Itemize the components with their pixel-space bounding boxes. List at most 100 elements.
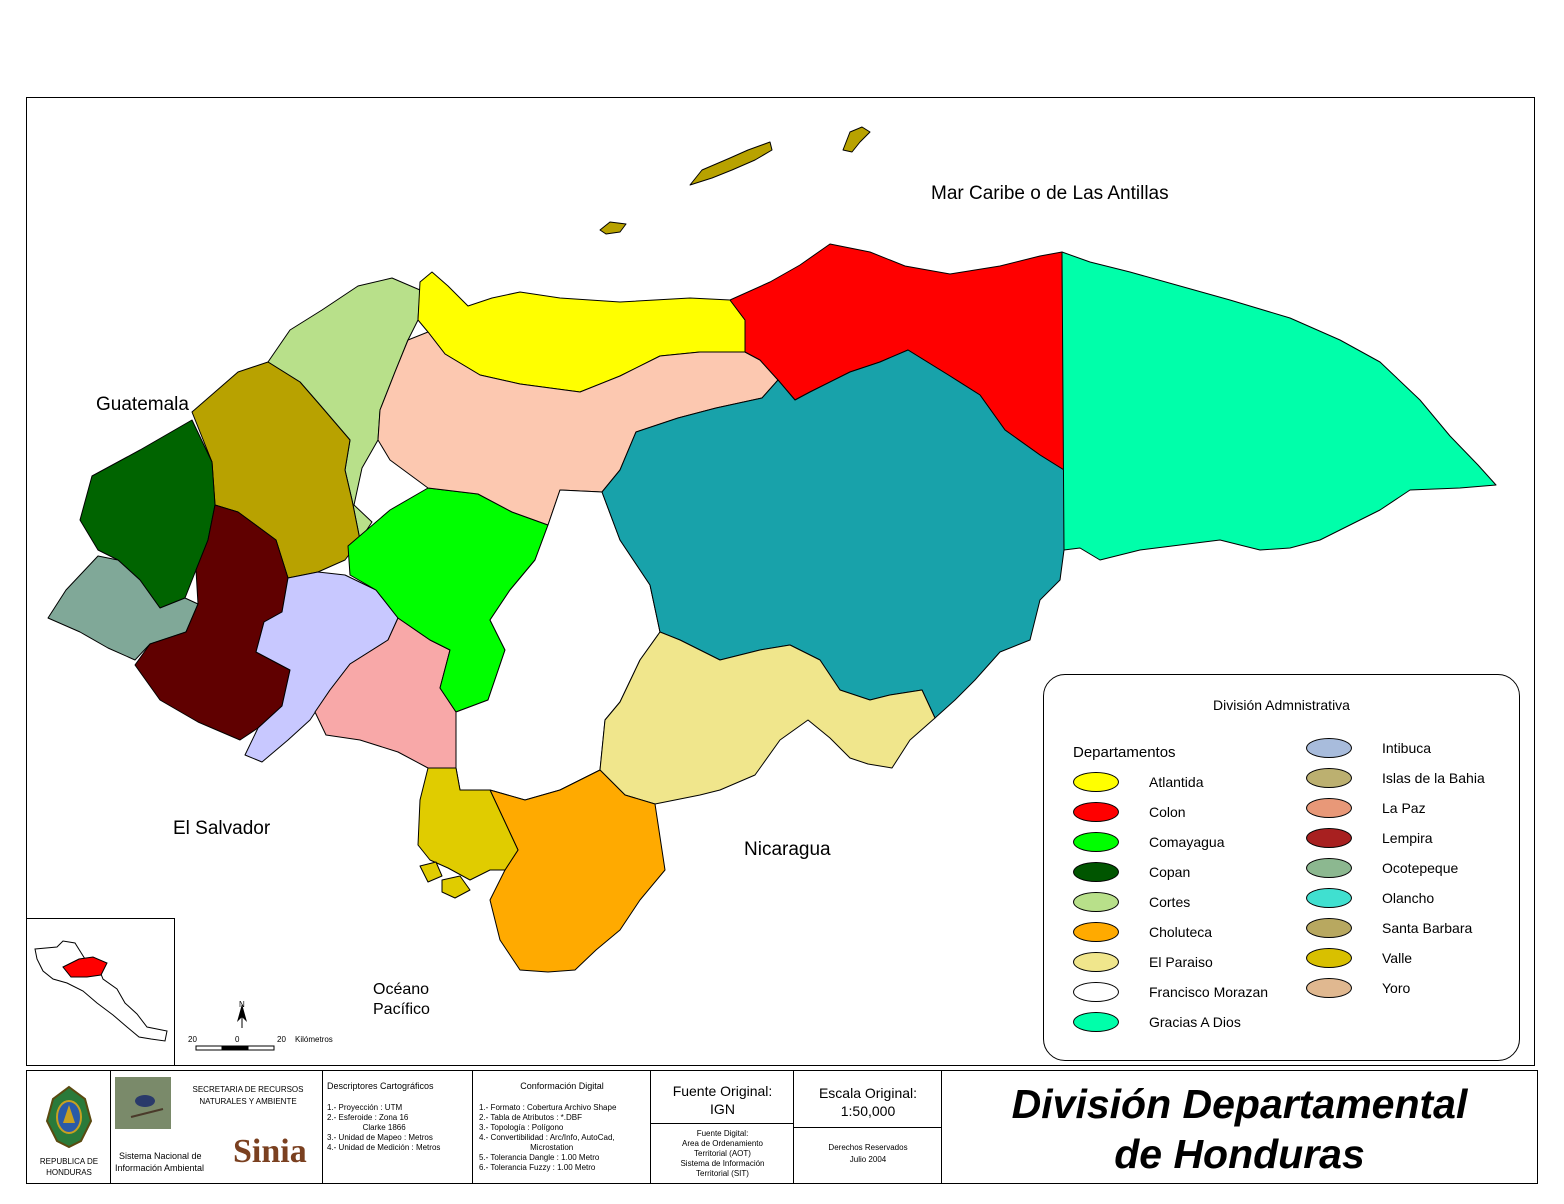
legend-swatch <box>1073 892 1119 912</box>
legend-item: Choluteca <box>1073 917 1268 947</box>
legend-label: Gracias A Dios <box>1149 1014 1241 1030</box>
conformacion-item: 4.- Convertibilidad : Arc/Info, AutoCad, <box>479 1133 615 1142</box>
legend-label: Choluteca <box>1149 924 1213 940</box>
serna-line1: SECRETARIA DE RECURSOS <box>192 1085 304 1094</box>
legend-swatch <box>1073 802 1119 822</box>
legend-label: Francisco Morazan <box>1149 984 1269 1000</box>
country-label-guatemala: Guatemala <box>96 394 189 415</box>
conformacion-item: 2.- Tabla de Atributos : *.DBF <box>479 1113 583 1122</box>
legend-label: Intibuca <box>1382 740 1432 756</box>
serna-line2: NATURALES Y AMBIENTE <box>199 1097 297 1106</box>
conformacion-item: 6.- Tolerancia Fuzzy : 1.00 Metro <box>479 1163 596 1172</box>
ocean-label-line2: Pacífico <box>373 1001 430 1018</box>
map-frame <box>26 97 1535 1066</box>
fuente-digital-item: Territorial (AOT) <box>694 1149 751 1158</box>
legend-label: Olancho <box>1382 890 1435 906</box>
escala-divider <box>794 1127 942 1128</box>
locator-inset-map <box>26 918 175 1066</box>
legend-swatch <box>1306 948 1352 968</box>
dept-islas-de-la-bahia-3[interactable] <box>599 221 627 235</box>
dept-valle[interactable] <box>417 767 519 881</box>
descriptor-item: 2.- Esferoide : Zona 16 <box>327 1113 409 1122</box>
legend-item: Cortes <box>1073 887 1268 917</box>
legend-item: Colon <box>1073 797 1268 827</box>
legend-label: Comayagua <box>1149 834 1225 850</box>
fuente-value: IGN <box>710 1101 735 1117</box>
escala-value: 1:50,000 <box>840 1103 896 1119</box>
ocean-label-line1: Océano <box>373 981 430 998</box>
legend-item: Valle <box>1306 943 1485 973</box>
legend-item: Santa Barbara <box>1306 913 1485 943</box>
dept-valle-island[interactable] <box>441 875 471 899</box>
legend-label: Cortes <box>1149 894 1191 910</box>
fuente-title: Fuente Original: <box>672 1083 773 1099</box>
sea-label: Mar Caribe o de Las Antillas <box>931 183 1169 204</box>
legend-swatch <box>1073 952 1119 972</box>
legend-item: Copan <box>1073 857 1268 887</box>
conformacion-item: 1.- Formato : Cobertura Archivo Shape <box>479 1103 617 1112</box>
legend-swatch <box>1306 738 1352 758</box>
legend-swatch <box>1306 828 1352 848</box>
north-label: N <box>239 1000 245 1009</box>
footer-descriptores-cell: Descriptores Cartográficos 1.- Proyecció… <box>323 1071 473 1183</box>
fuente-digital-item: Territorial (SIT) <box>696 1169 749 1178</box>
legend-label: Atlantida <box>1149 774 1204 790</box>
legend-swatch <box>1306 798 1352 818</box>
sinia-logo: Sinia <box>233 1133 307 1170</box>
legend-swatch <box>1306 888 1352 908</box>
derechos-line2: Julio 2004 <box>849 1155 887 1164</box>
footer-serna-cell: SECRETARIA DE RECURSOS NATURALES Y AMBIE… <box>111 1071 323 1183</box>
scale-tick-center: 0 <box>235 1035 240 1044</box>
legend-item: Gracias A Dios <box>1073 1007 1268 1037</box>
legend-label: Lempira <box>1382 830 1433 846</box>
legend-label: Islas de la Bahia <box>1382 770 1485 786</box>
legend-label: Colon <box>1149 804 1186 820</box>
fuente-digital-item: Fuente Digital: <box>696 1129 749 1138</box>
legend-item: Olancho <box>1306 883 1485 913</box>
dept-valle-island-2[interactable] <box>419 861 443 883</box>
legend-item: Comayagua <box>1073 827 1268 857</box>
coat-of-arms-icon <box>45 1085 93 1149</box>
republic-line2: HONDURAS <box>46 1168 92 1177</box>
legend-item: Francisco Morazan <box>1073 977 1268 1007</box>
footer-conformacion-cell: Conformación Digital 1.- Formato : Cober… <box>473 1071 651 1183</box>
dept-islas-de-la-bahia-2[interactable] <box>842 126 871 153</box>
footer-escala-cell: Escala Original: 1:50,000 Derechos Reser… <box>794 1071 942 1183</box>
central-america-outline <box>34 940 168 1042</box>
scale-unit: Kilómetros <box>295 1035 333 1044</box>
scale-tick-left: 20 <box>188 1035 197 1044</box>
country-label-el-salvador: El Salvador <box>173 818 271 839</box>
scale-tick-right: 20 <box>277 1035 286 1044</box>
legend-item: Islas de la Bahia <box>1306 763 1485 793</box>
fuente-digital-item: Sistema de Información <box>680 1159 765 1168</box>
republic-line1: REPUBLICA DE <box>39 1157 99 1166</box>
honduras-map <box>47 126 1497 973</box>
fuente-divider <box>651 1123 794 1124</box>
map-title-line1: División Departamental <box>1011 1081 1468 1127</box>
bird-photo-icon <box>115 1077 171 1129</box>
legend-label: Ocotepeque <box>1382 860 1459 876</box>
legend-item: Ocotepeque <box>1306 853 1485 883</box>
honduras-highlight <box>62 956 108 978</box>
legend-swatch <box>1073 922 1119 942</box>
legend-item: Atlantida <box>1073 767 1268 797</box>
north-arrow-icon <box>195 1004 275 1051</box>
legend-swatch <box>1306 768 1352 788</box>
derechos-line1: Derechos Reservados <box>828 1143 908 1152</box>
descriptores-title: Descriptores Cartográficos <box>327 1081 434 1091</box>
conformacion-item: 3.- Topología : Polígono <box>479 1123 564 1132</box>
ocean-label: Océano Pacífico <box>373 980 430 1020</box>
footer-fuente-cell: Fuente Original: IGN Fuente Digital: Area… <box>651 1071 794 1183</box>
dept-choluteca[interactable] <box>489 769 666 973</box>
sinia-line2: Información Ambiental <box>115 1163 205 1173</box>
conformacion-title: Conformación Digital <box>520 1081 604 1091</box>
scale-bar: N 20 0 20 Kilómetros <box>186 1000 346 1059</box>
dept-copan[interactable] <box>79 419 216 609</box>
dept-islas-de-la-bahia[interactable] <box>689 141 773 186</box>
legend-item: Lempira <box>1306 823 1485 853</box>
dept-gracias-a-dios[interactable] <box>1061 251 1497 561</box>
map-title-line2: de Honduras <box>1114 1131 1365 1177</box>
legend-label: Valle <box>1382 950 1413 966</box>
descriptor-item: Clarke 1866 <box>327 1123 406 1132</box>
legend-item: El Paraiso <box>1073 947 1268 977</box>
